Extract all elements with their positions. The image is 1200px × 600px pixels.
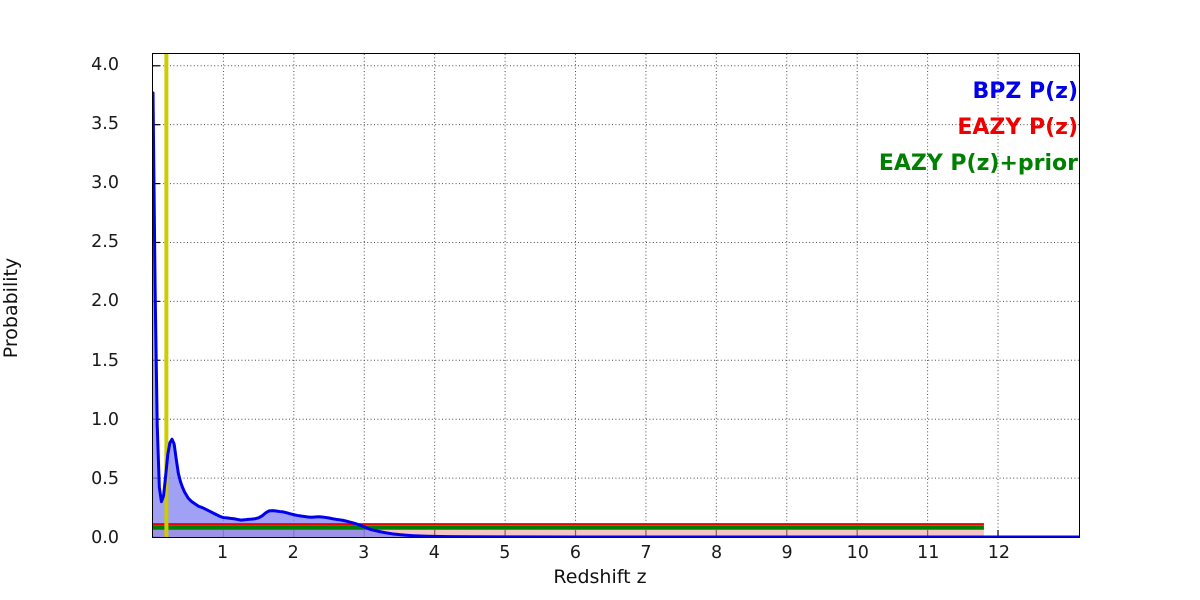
x-tick-label: 6 bbox=[569, 543, 581, 563]
chart-legend: BPZ P(z) EAZY P(z) EAZY P(z)+prior bbox=[879, 78, 1078, 178]
x-axis-title: Redshift z bbox=[553, 566, 647, 588]
x-tick-label: 12 bbox=[987, 543, 1010, 563]
x-tick-label: 10 bbox=[846, 543, 869, 563]
grid-layer bbox=[153, 54, 1079, 537]
y-tick-label: 2.0 bbox=[91, 291, 119, 312]
y-tick-label: 2.5 bbox=[91, 232, 119, 253]
y-tick-label: 1.0 bbox=[91, 409, 119, 430]
data-layer bbox=[153, 54, 1079, 537]
legend-item-eazy: EAZY P(z) bbox=[957, 115, 1078, 141]
y-tick-label: 3.0 bbox=[91, 173, 119, 194]
y-tick-label: 0.5 bbox=[91, 468, 119, 489]
y-axis-title-text: Probability bbox=[0, 257, 22, 359]
x-tick-label: 1 bbox=[216, 543, 229, 563]
y-tick-label: 4.0 bbox=[91, 54, 119, 75]
y-axis-title: Probability bbox=[0, 0, 22, 600]
x-tick-label: 2 bbox=[287, 543, 299, 563]
x-tick-label: 5 bbox=[499, 543, 511, 563]
y-tick-label: 0.0 bbox=[91, 528, 119, 548]
x-tick-label: 4 bbox=[428, 543, 440, 563]
x-tick-label: 8 bbox=[710, 543, 723, 563]
x-tick-label: 7 bbox=[640, 543, 652, 563]
x-tick-label: 3 bbox=[358, 543, 370, 563]
y-tick-label: 1.5 bbox=[91, 350, 119, 371]
bpz-pz-line bbox=[153, 93, 1079, 537]
x-tick-label: 9 bbox=[781, 543, 793, 563]
y-tick-label: 3.5 bbox=[91, 113, 119, 134]
legend-item-eazy-prior: EAZY P(z)+prior bbox=[878, 151, 1078, 177]
plot-area bbox=[152, 53, 1080, 538]
x-tick-label: 11 bbox=[917, 543, 940, 563]
legend-item-bpz: BPZ P(z) bbox=[972, 79, 1078, 104]
